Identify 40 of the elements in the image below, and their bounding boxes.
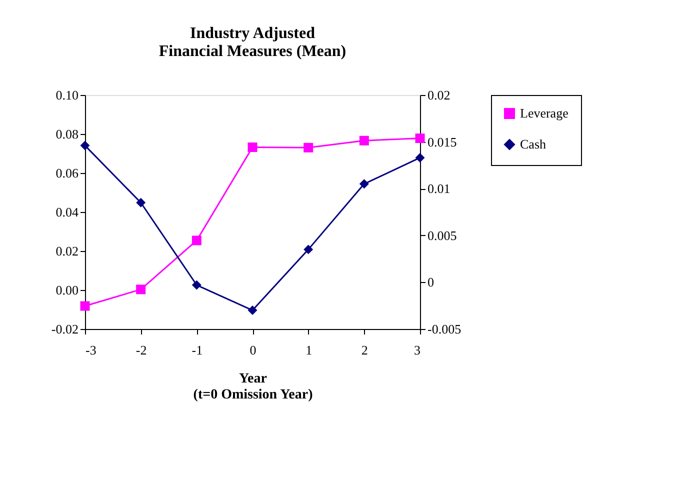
point bbox=[248, 142, 258, 152]
point bbox=[192, 280, 202, 290]
legend-label: Leverage bbox=[520, 106, 569, 120]
point bbox=[192, 236, 202, 246]
x-tick-label: -1 bbox=[192, 342, 203, 358]
y-tick-label: 0.00 bbox=[56, 282, 78, 298]
x-tick-label: -3 bbox=[86, 342, 96, 358]
y-tick-label: -0.02 bbox=[51, 322, 78, 336]
point bbox=[415, 134, 425, 144]
point bbox=[136, 198, 146, 208]
y2-tick-label: 0.01 bbox=[428, 181, 450, 196]
point bbox=[359, 136, 369, 146]
x-tick-label: 3 bbox=[414, 342, 420, 358]
point bbox=[304, 142, 314, 152]
y-tick-label: 0.04 bbox=[56, 204, 79, 220]
x-tick-label: 1 bbox=[306, 342, 312, 358]
y2-tick-label: -0.005 bbox=[428, 322, 462, 336]
y-tick-label: 0.02 bbox=[56, 244, 78, 258]
point bbox=[136, 284, 146, 294]
point bbox=[415, 152, 425, 162]
point bbox=[304, 244, 314, 254]
point bbox=[359, 179, 369, 189]
point bbox=[80, 140, 90, 150]
x-tick-label: -2 bbox=[136, 342, 147, 358]
y-tick-label: 0.06 bbox=[56, 166, 79, 180]
y2-tick-label: 0.02 bbox=[428, 88, 450, 102]
y2-tick-label: 0.015 bbox=[428, 134, 457, 150]
y2-tick-label: 0 bbox=[428, 274, 434, 290]
legend-label: Cash bbox=[520, 136, 546, 152]
x-tick-label: 2 bbox=[361, 342, 368, 358]
y-tick-label: 0.08 bbox=[56, 126, 78, 142]
point bbox=[248, 306, 258, 316]
y2-tick-label: 0.005 bbox=[428, 228, 457, 243]
text: Financial Measures (Mean) bbox=[158, 43, 346, 60]
point bbox=[80, 301, 90, 311]
text: (t=0 Omission Year) bbox=[193, 388, 313, 402]
text: Year bbox=[239, 372, 267, 386]
x-tick-label: 0 bbox=[250, 342, 256, 358]
text: Industry Adjusted bbox=[190, 25, 315, 42]
y-tick-label: 0.10 bbox=[56, 88, 78, 102]
